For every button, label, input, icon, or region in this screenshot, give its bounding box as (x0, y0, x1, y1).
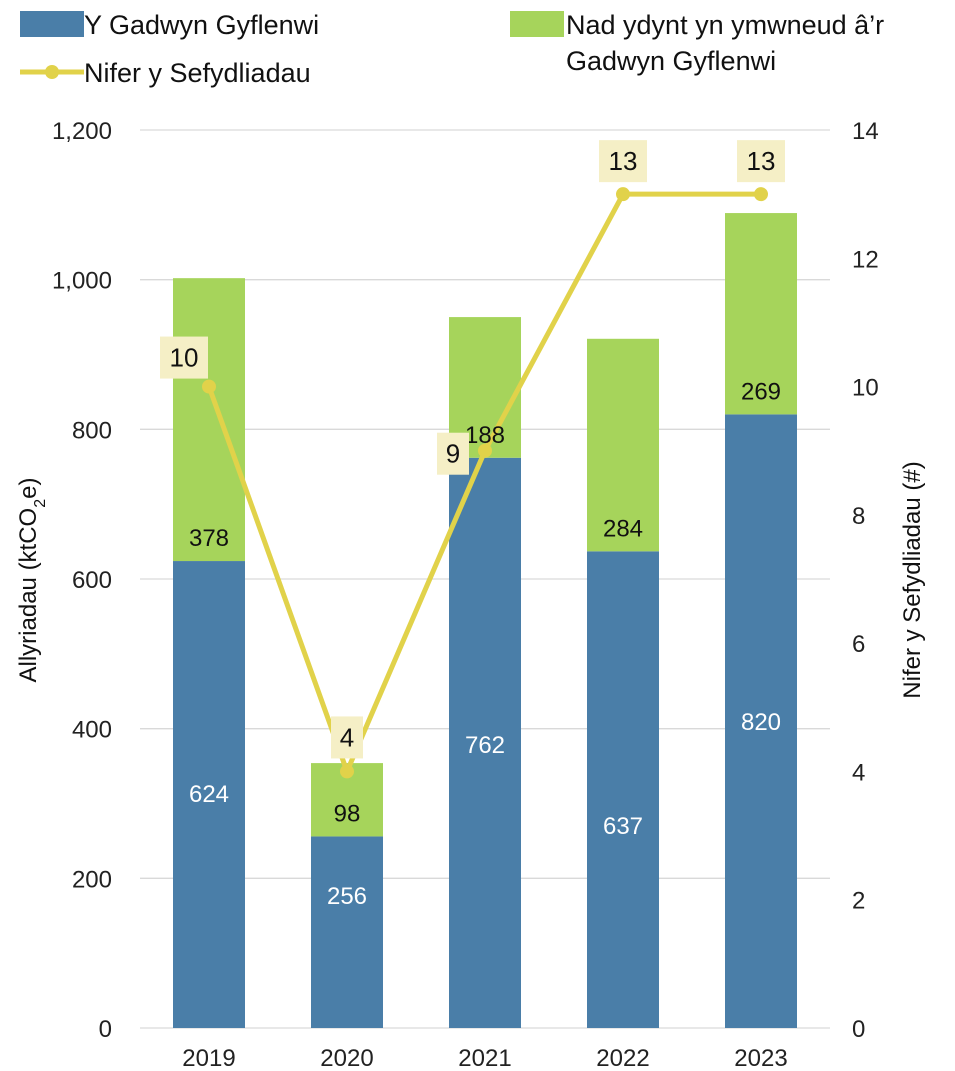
y-right-tick-label: 10 (852, 375, 879, 402)
bar-segment (449, 457, 521, 1028)
line-point (340, 764, 354, 779)
legend-label: Gadwyn Gyflenwi (566, 46, 776, 76)
line-label-bg (331, 716, 363, 759)
legend-label: Y Gadwyn Gyflenwi (84, 10, 319, 40)
bar-label: 637 (603, 813, 643, 840)
line-label-bg (437, 432, 469, 475)
bar-segment (173, 561, 245, 1028)
y-left-tick-label: 600 (72, 567, 112, 594)
line-point (202, 379, 216, 394)
bar-label: 624 (189, 781, 229, 808)
line-series (202, 187, 768, 779)
legend-marker (45, 65, 59, 79)
line-label: 9 (446, 439, 460, 469)
y-left-tick-label: 1,000 (52, 268, 112, 295)
legend-swatch (20, 11, 84, 37)
bar-label: 188 (465, 422, 505, 449)
bar-segment (587, 338, 659, 552)
axes: 0 200 400 600 800 1,000 1,200 0 2 4 6 8 10 12 14 2019 20… (52, 118, 879, 1071)
bar-segment (725, 213, 797, 415)
y-right-tick-label: 8 (852, 503, 865, 530)
y-axis-right-title: Nifer y Sefydliadau (#) (899, 461, 926, 698)
x-tick-label: 2019 (182, 1045, 235, 1071)
legend-label: Nifer y Sefydliadau (84, 58, 311, 88)
line-label: 4 (340, 722, 354, 752)
line-label: 13 (747, 146, 776, 176)
bar-label: 98 (334, 800, 361, 827)
line-label: 10 (170, 343, 199, 373)
line-point (478, 443, 492, 458)
bar-label: 762 (465, 732, 505, 759)
y-right-tick-label: 14 (852, 118, 879, 145)
legend-swatch (510, 11, 564, 37)
y-right-tick-label: 2 (852, 888, 865, 915)
data-labels: 624 256 762 637 820 378 98 188 284 269 10 4 9 13 13 (160, 140, 785, 910)
line-label-bg (599, 140, 647, 183)
line-point (754, 187, 768, 202)
x-tick-label: 2021 (458, 1045, 511, 1071)
y-right-tick-label: 12 (852, 246, 879, 273)
y-axis-left-title: Allyriadau (ktCO2e) (15, 478, 49, 683)
legend: Y Gadwyn Gyflenwi Nad ydynt yn ymwneud â’… (20, 10, 884, 88)
bar-segment (173, 278, 245, 562)
line-label: 13 (609, 146, 638, 176)
bar-label: 820 (741, 709, 781, 736)
y-left-tick-label: 0 (99, 1016, 112, 1043)
bar-segment (587, 551, 659, 1028)
bar-label: 284 (603, 515, 643, 542)
y-left-tick-label: 800 (72, 417, 112, 444)
line-label-bg (737, 140, 785, 183)
y-left-tick-label: 400 (72, 717, 112, 744)
bar-segment (311, 836, 383, 1028)
y-right-tick-label: 6 (852, 631, 865, 658)
bars (173, 213, 797, 1028)
line-point (616, 187, 630, 202)
y-right-tick-label: 4 (852, 759, 865, 786)
bar-label: 256 (327, 883, 367, 910)
bar-label: 269 (741, 378, 781, 405)
x-tick-label: 2020 (320, 1045, 373, 1071)
bar-segment (725, 414, 797, 1028)
bar-label: 378 (189, 525, 229, 552)
x-tick-label: 2022 (596, 1045, 649, 1071)
x-tick-label: 2023 (734, 1045, 787, 1071)
y-right-tick-label: 0 (852, 1016, 865, 1043)
y-left-tick-label: 1,200 (52, 118, 112, 145)
y-left-tick-label: 200 (72, 866, 112, 893)
line-label-bg (160, 336, 208, 379)
legend-label: Nad ydynt yn ymwneud â’r (566, 10, 884, 40)
